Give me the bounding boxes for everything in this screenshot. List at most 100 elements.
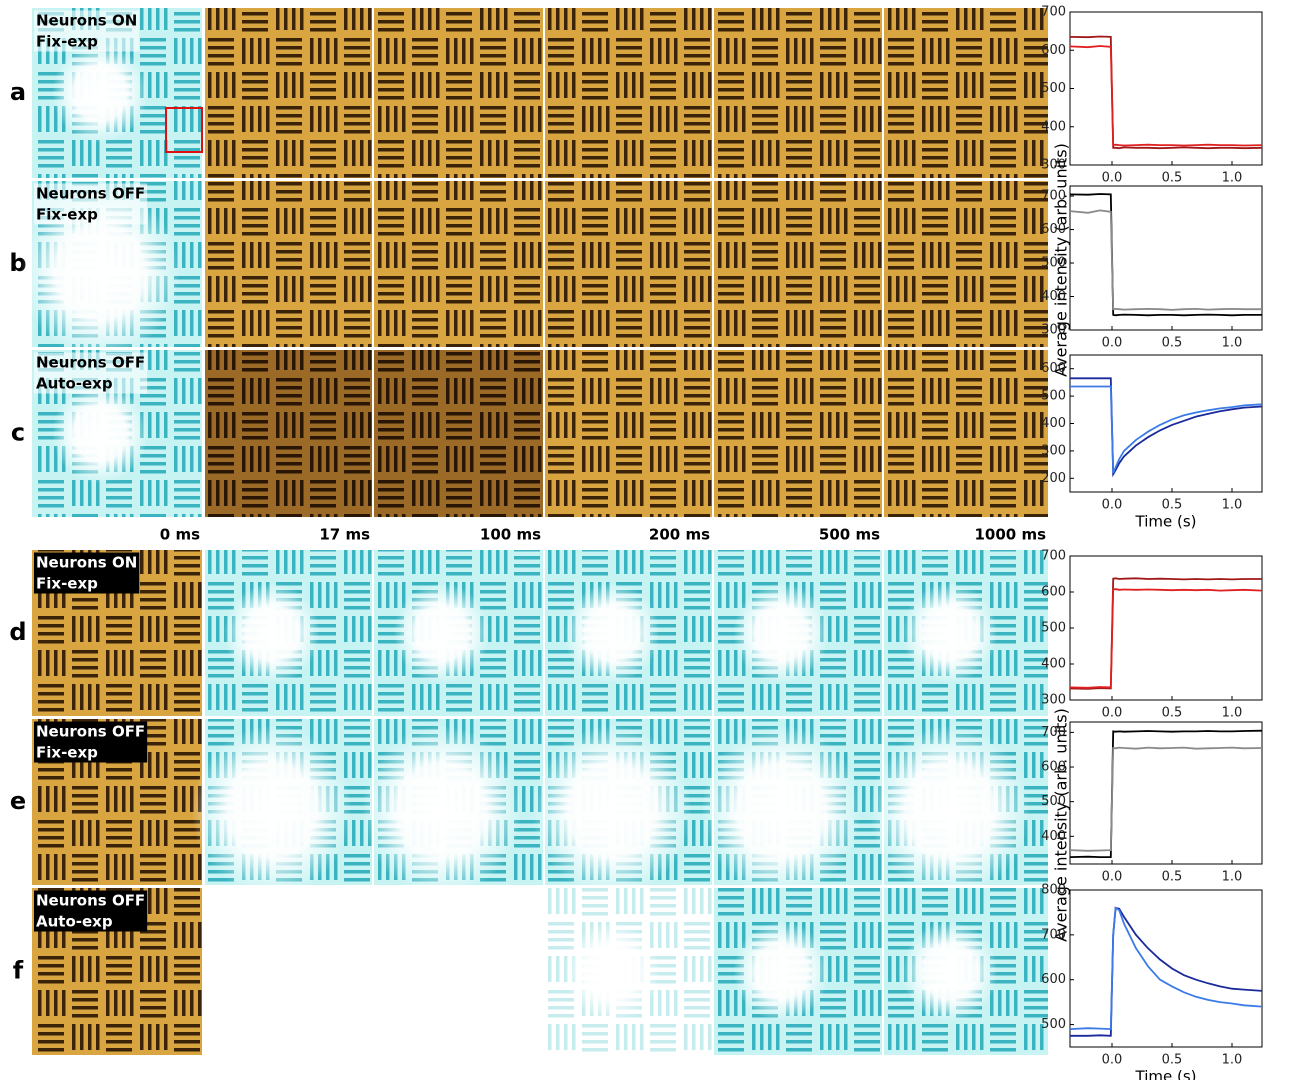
glare [564, 922, 660, 1022]
y-tick-label: 500 [1041, 621, 1066, 636]
glare [52, 43, 148, 143]
y-tick-label: 400 [1041, 829, 1066, 844]
caption-text: Auto-exp [36, 913, 113, 931]
y-tick-label: 600 [1041, 43, 1066, 58]
x-tick-label: 0.5 [1162, 1053, 1183, 1068]
caption-text: Fix-exp [36, 33, 98, 51]
y-tick-label: 600 [1041, 760, 1066, 775]
glare [394, 583, 490, 683]
image-panel [714, 350, 882, 517]
glare [902, 583, 998, 683]
caption-text: Neurons OFF [36, 354, 145, 372]
x-tick-label: 0.0 [1102, 870, 1123, 885]
x-tick-label: 0.0 [1102, 498, 1123, 513]
x-tick-label: 1.0 [1222, 498, 1243, 513]
plot-frame [1070, 556, 1262, 700]
y-tick-label: 500 [1041, 794, 1066, 809]
glare [870, 725, 1030, 895]
caption: Neurons OFF Auto-exp [34, 891, 147, 932]
y-tick-label: 700 [1041, 927, 1066, 942]
figure: aNeurons ONFix-expbNeurons OFFFix-expcNe… [0, 0, 1293, 1080]
y-tick-label: 700 [1041, 5, 1066, 20]
y-axis-label: Average intensity (arb. units) [1052, 708, 1071, 942]
row-letter: c [11, 419, 25, 447]
y-tick-label: 500 [1041, 81, 1066, 96]
glare [733, 583, 829, 683]
caption-text: Fix-exp [36, 206, 98, 224]
time-label: 100 ms [480, 526, 541, 544]
image-panel [884, 350, 1048, 517]
image-panel [374, 888, 543, 1055]
glare [564, 583, 660, 683]
x-tick-label: 0.0 [1102, 336, 1123, 351]
x-axis-label: Time (s) [1135, 1068, 1197, 1080]
x-tick-label: 0.5 [1162, 336, 1183, 351]
x-tick-label: 0.0 [1102, 706, 1123, 721]
glare [52, 384, 148, 484]
y-tick-label: 400 [1041, 416, 1066, 431]
y-tick-label: 600 [1041, 222, 1066, 237]
image-panel [374, 350, 543, 517]
image-panel [374, 8, 543, 178]
image-panel [374, 181, 543, 347]
image-panel [545, 350, 712, 517]
image-panel [545, 8, 712, 178]
x-tick-label: 1.0 [1222, 870, 1243, 885]
caption-text: Neurons ON [36, 554, 137, 572]
caption-text: Neurons ON [36, 12, 137, 30]
caption: Neurons ON Fix-exp [34, 11, 139, 52]
plot-frame [1070, 355, 1262, 492]
y-tick-label: 800 [1041, 883, 1066, 898]
y-tick-label: 300 [1041, 323, 1066, 338]
caption-text: Auto-exp [36, 375, 113, 393]
time-label: 17 ms [319, 526, 370, 544]
y-tick-label: 500 [1041, 256, 1066, 271]
image-panel [714, 181, 882, 347]
row-letter: a [10, 78, 26, 106]
y-tick-label: 500 [1041, 1017, 1066, 1032]
image-panel [205, 181, 372, 347]
glare [532, 725, 692, 895]
row-letter: f [13, 957, 24, 985]
row-letter: d [9, 618, 26, 646]
y-tick-label: 600 [1041, 585, 1066, 600]
glare [701, 725, 861, 895]
x-tick-label: 0.0 [1102, 1053, 1123, 1068]
time-label: 0 ms [160, 526, 200, 544]
caption: Neurons OFF Auto-exp [34, 353, 147, 394]
image-panel [205, 350, 372, 517]
plot-frame [1070, 722, 1262, 864]
y-tick-label: 700 [1041, 549, 1066, 564]
caption-text: Neurons OFF [36, 892, 145, 910]
row-letter: e [10, 787, 26, 815]
time-label: 200 ms [649, 526, 710, 544]
caption-text: Fix-exp [36, 744, 98, 762]
image-panel [545, 181, 712, 347]
x-tick-label: 0.5 [1162, 870, 1183, 885]
x-tick-label: 0.5 [1162, 706, 1183, 721]
caption: Neurons OFF Fix-exp [34, 722, 147, 763]
x-tick-label: 1.0 [1222, 336, 1243, 351]
glare [902, 922, 998, 1022]
glare [733, 922, 829, 1022]
caption-text: Fix-exp [36, 575, 98, 593]
glare [192, 725, 352, 895]
x-tick-label: 1.0 [1222, 1053, 1243, 1068]
plot-frame [1070, 890, 1262, 1047]
y-tick-label: 300 [1041, 693, 1066, 708]
y-tick-label: 700 [1041, 189, 1066, 204]
y-tick-label: 600 [1041, 361, 1066, 376]
x-tick-label: 1.0 [1222, 706, 1243, 721]
caption-text: Neurons OFF [36, 723, 145, 741]
x-tick-label: 1.0 [1222, 171, 1243, 186]
image-panel [205, 8, 372, 178]
x-tick-label: 0.5 [1162, 171, 1183, 186]
image-panel [205, 888, 372, 1055]
y-tick-label: 600 [1041, 972, 1066, 987]
x-tick-label: 0.5 [1162, 498, 1183, 513]
image-panel [884, 8, 1048, 178]
y-tick-label: 500 [1041, 389, 1066, 404]
glare [224, 583, 320, 683]
plot-frame [1070, 12, 1262, 165]
